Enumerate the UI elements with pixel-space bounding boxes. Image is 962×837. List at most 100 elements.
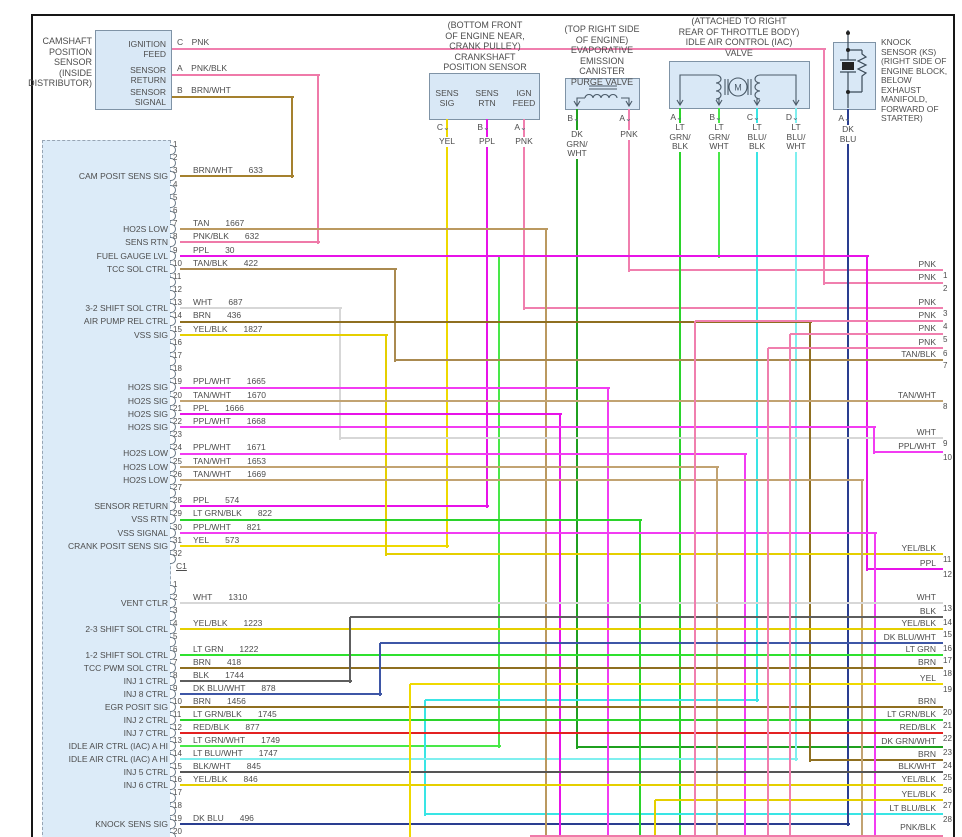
wire (379, 643, 381, 696)
wire (524, 307, 943, 309)
wire (847, 109, 849, 826)
wire (172, 48, 826, 50)
stub-wire-name: PNK (916, 323, 938, 333)
stub-wire-name: PNK (916, 310, 938, 320)
connector-pin-c2-21: 21 PPL 1666 (173, 403, 244, 413)
crank_sensor-pin-inner-label: SENS RTN (475, 88, 499, 108)
stub-wire-name: TAN/BLK (899, 349, 938, 359)
connector-row-label: HO2S SIG (127, 422, 168, 432)
wire (577, 746, 943, 748)
wire (679, 108, 681, 837)
wire (180, 719, 943, 721)
connector-pin-c2-10: 10 TAN/BLK 422 (173, 258, 258, 268)
connector-pin-c1-13: 13 LT GRN/WHT 1749 (173, 735, 281, 745)
wire (349, 617, 351, 683)
stub-number: 14 (943, 618, 952, 627)
connector-row-label: SENS RTN (125, 237, 168, 247)
connector-pin-arc-icon (170, 554, 176, 564)
wire (180, 602, 943, 604)
stub-wire-name: LT GRN/BLK (885, 709, 938, 719)
wire (386, 553, 943, 555)
connector-pin-arc-icon (170, 702, 176, 712)
connector-row-label: CRANK POSIT SENS SIG (68, 541, 168, 551)
wire (639, 520, 641, 837)
connector-row-label: HO2S LOW (123, 448, 168, 458)
connector-pin-arc-icon (170, 585, 176, 595)
connector-pin-c2-18: 18 (173, 364, 182, 373)
pin-arc-icon: ⌄ (844, 114, 851, 123)
connector-pin-arc-icon (170, 728, 176, 738)
connector-pin-arc-icon (170, 514, 176, 524)
iac_valve-wire-name: LT BLU/WHT (785, 122, 807, 152)
wire (629, 269, 943, 271)
stub-wire-name: YEL/BLK (899, 774, 938, 784)
connector-pin-c1-3: 3 (173, 606, 178, 615)
wire (180, 654, 943, 656)
stub-number: 13 (943, 604, 952, 613)
iac_valve-pin-letter: B (709, 112, 715, 122)
connector-pin-c2-11: 11 (173, 272, 182, 281)
wire (339, 308, 341, 440)
connector-pin-c2-8: 8 PNK/BLK 632 (173, 231, 260, 241)
connector-pin-arc-icon (170, 448, 176, 458)
purge_valve-pin-letter: A (619, 113, 625, 123)
pin-arc-icon: ⌄ (520, 123, 527, 132)
wire (523, 119, 525, 310)
connector-pin-c1-14: 14 LT BLU/WHT 1747 (173, 748, 278, 758)
wire (425, 699, 759, 701)
connector-pin-c1-6: 6 LT GRN 1222 (173, 644, 259, 654)
wire (180, 334, 388, 336)
crank_sensor-pin-letter: B (477, 122, 483, 132)
connector-pin-arc-icon (170, 435, 176, 445)
stub-wire-name: BLK (917, 606, 938, 616)
wire (486, 119, 488, 508)
connector-pin-arc-icon (170, 663, 176, 673)
connector-pin-c1-2: 2 WHT 1310 (173, 592, 248, 602)
wire (180, 307, 342, 309)
connector-pin-c1-4: 4 YEL/BLK 1223 (173, 618, 263, 628)
crank_sensor-wire-name: YEL (437, 136, 457, 147)
connector-pin-c2-5: 5 (173, 193, 178, 202)
stub-number: 3 (943, 309, 948, 318)
stub-wire-name: PNK (916, 272, 938, 282)
wire (317, 75, 319, 244)
wire (790, 333, 943, 335)
wire (789, 334, 791, 837)
connector-pin-c2-4: 4 (173, 180, 178, 189)
cam_sensor-caption: CAMSHAFT POSITION SENSOR (INSIDE DISTRIBUTOR… (28, 36, 92, 88)
wire (810, 759, 943, 761)
wire (180, 400, 943, 402)
pin-arc-icon: ⌄ (792, 113, 799, 122)
connector-pin-arc-icon (170, 488, 176, 498)
stub-wire-name: PNK (916, 259, 938, 269)
crank_sensor-pin-inner-label: SENS SIG (435, 88, 459, 108)
wire (180, 453, 747, 455)
wire (874, 533, 876, 837)
cam_sensor-pin-label: SENSOR SIGNAL (130, 87, 166, 107)
stub-number: 7 (943, 361, 948, 370)
connector-pin-arc-icon (170, 316, 176, 326)
wire (180, 532, 877, 534)
connector-pin-arc-icon (170, 754, 176, 764)
wire (756, 108, 758, 702)
stub-number: 25 (943, 773, 952, 782)
stub-wire-name: BRN (916, 749, 938, 759)
stub-wire-name: LT GRN (903, 644, 938, 654)
connector-row-label: HO2S SIG (127, 409, 168, 419)
purge_valve-wire-name: DK GRN/WHT (565, 129, 589, 159)
wire (180, 667, 943, 669)
connector-pin-arc-icon (170, 676, 176, 686)
connector-pin-arc-icon (170, 650, 176, 660)
crank_sensor-pin-inner-label: IGN FEED (512, 88, 536, 108)
wire (180, 693, 382, 695)
wire (767, 348, 769, 837)
connector-pin-arc-icon (170, 715, 176, 725)
connector-pin-arc-icon (170, 806, 176, 816)
iac_valve-wire-name: LT GRN/WHT (707, 122, 731, 152)
wire (180, 413, 562, 415)
connector-pin-c2-7: 7 TAN 1667 (173, 218, 245, 228)
stub-wire-name: TAN/WHT (895, 390, 938, 400)
stub-number: 8 (943, 402, 948, 411)
wire (718, 108, 720, 258)
pin-arc-icon: ⌄ (443, 123, 450, 132)
